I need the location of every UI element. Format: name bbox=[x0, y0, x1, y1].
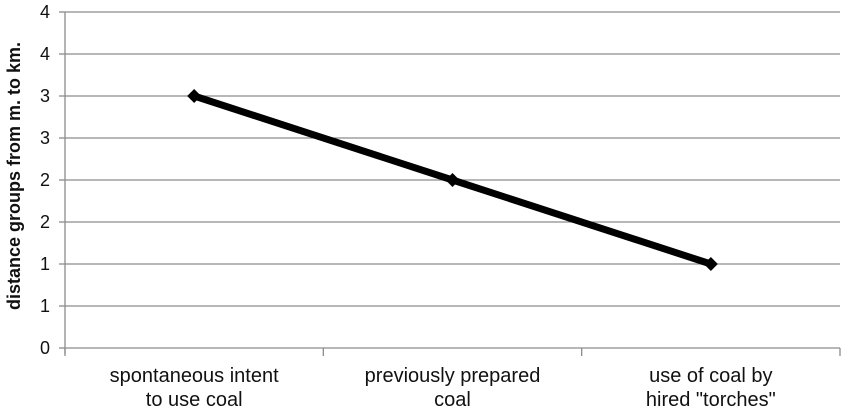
data-point-marker bbox=[445, 173, 460, 187]
y-tick-label: 1 bbox=[40, 296, 50, 316]
data-point-marker bbox=[187, 89, 202, 103]
y-tick-label: 0 bbox=[40, 338, 50, 358]
x-category-label: spontaneous intent to use coal bbox=[110, 365, 279, 411]
y-tick-label: 1 bbox=[40, 254, 50, 274]
y-tick-label: 2 bbox=[40, 170, 50, 190]
y-tick-label: 4 bbox=[40, 44, 50, 64]
y-tick-label: 3 bbox=[40, 128, 50, 148]
y-axis-title: distance groups from m. to km. bbox=[4, 42, 24, 310]
x-category-label: previously prepared coal bbox=[365, 365, 541, 411]
y-tick-labels: 0 1 1 2 2 3 3 4 4 bbox=[40, 2, 50, 358]
y-tick-label: 3 bbox=[40, 86, 50, 106]
y-tick-label: 4 bbox=[40, 2, 50, 22]
gridlines bbox=[65, 11, 840, 307]
series bbox=[187, 89, 718, 271]
axes bbox=[59, 11, 841, 356]
x-category-labels: spontaneous intent to use coal previously … bbox=[110, 365, 776, 411]
x-category-label: use of coal by hired "torches" bbox=[646, 365, 776, 411]
data-point-marker bbox=[703, 257, 718, 271]
y-tick-label: 2 bbox=[40, 212, 50, 232]
